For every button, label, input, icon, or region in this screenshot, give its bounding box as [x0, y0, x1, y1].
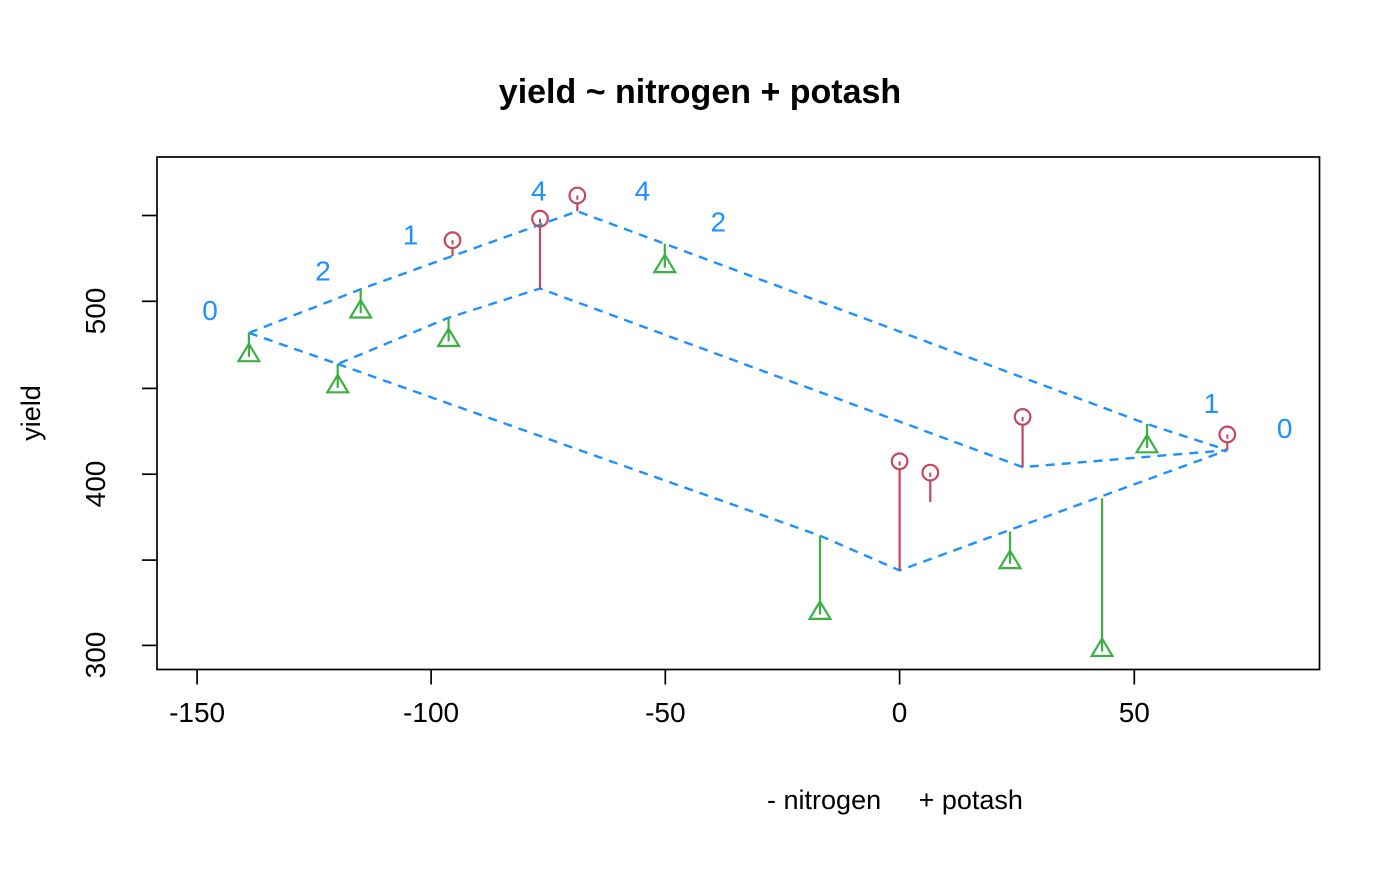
svg-text:0: 0: [1277, 413, 1293, 444]
svg-text:4: 4: [635, 176, 651, 207]
svg-text:-150: -150: [169, 697, 225, 728]
svg-text:2: 2: [711, 207, 727, 238]
svg-text:yield: yield: [16, 385, 46, 441]
svg-text:-100: -100: [403, 697, 459, 728]
svg-text:- nitrogen + potash: - nitrogen + potash: [767, 785, 1023, 815]
svg-text:500: 500: [80, 288, 111, 335]
svg-text:0: 0: [202, 295, 218, 326]
svg-text:-50: -50: [645, 697, 685, 728]
svg-text:1: 1: [1204, 388, 1220, 419]
svg-text:4: 4: [531, 176, 547, 207]
svg-text:1: 1: [403, 219, 419, 250]
svg-text:yield ~ nitrogen + potash: yield ~ nitrogen + potash: [499, 73, 901, 111]
svg-text:300: 300: [80, 632, 111, 679]
svg-text:400: 400: [80, 461, 111, 508]
svg-text:50: 50: [1119, 697, 1150, 728]
svg-text:2: 2: [315, 256, 331, 287]
svg-text:0: 0: [892, 697, 908, 728]
